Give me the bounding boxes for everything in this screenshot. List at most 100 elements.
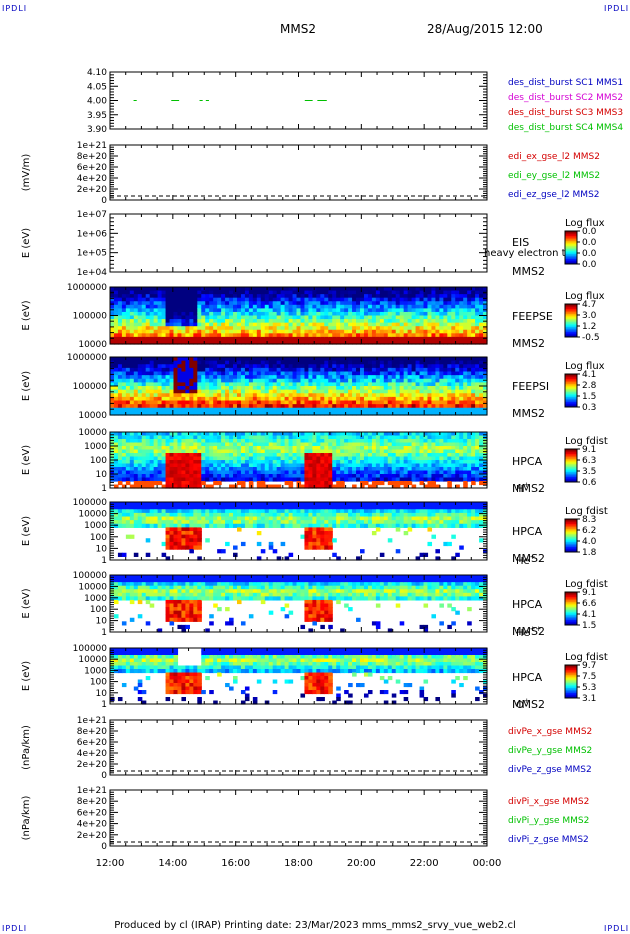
spectrogram-cell: [137, 329, 143, 334]
spectrogram-cell: [423, 396, 429, 402]
spectrogram-cell: [352, 360, 357, 365]
spectrogram-cell: [284, 287, 290, 292]
spectrogram-cell: [240, 449, 246, 454]
spectrogram-cell: [467, 453, 472, 458]
spectrogram-cell: [379, 460, 385, 465]
spectrogram-cell: [387, 297, 393, 302]
spectrogram-cell: [455, 287, 460, 292]
spectrogram-cell: [475, 435, 480, 440]
spectrogram-cell: [137, 301, 143, 306]
spectrogram-cell: [379, 467, 385, 472]
spectrogram-cell: [129, 326, 135, 331]
spectrogram-cell: [403, 453, 409, 458]
spectrogram-cell: [181, 378, 186, 383]
spectrogram-cell: [316, 400, 321, 405]
spectrogram-cell: [336, 456, 341, 461]
spectrogram-cell: [185, 287, 190, 292]
spectrogram-cell: [205, 308, 210, 313]
spectrogram-cell: [256, 294, 262, 299]
spectrogram-cell: [205, 393, 210, 398]
spectrogram-cell: [165, 439, 171, 444]
spectrogram-cell: [395, 404, 401, 409]
spectrogram-cell: [129, 322, 135, 327]
spectrogram-cell: [201, 290, 206, 295]
spectrogram-cell: [125, 442, 131, 447]
spectrogram-cell: [252, 463, 258, 468]
spectrogram-cell: [399, 474, 405, 479]
spectrogram-cell: [407, 439, 413, 444]
spectrogram-cell: [395, 456, 401, 461]
colorbar-step: [565, 304, 577, 307]
spectrogram-cell: [205, 470, 210, 475]
colorbar-step: [565, 244, 577, 247]
spectrogram-cell: [332, 360, 337, 365]
spectrogram-cell: [165, 527, 171, 532]
spectrogram-cell: [288, 311, 294, 317]
spectrogram-cell: [419, 319, 425, 324]
spectrogram-cell: [340, 386, 345, 391]
spectrogram-cell: [181, 393, 186, 398]
spectrogram-cell: [260, 411, 266, 416]
spectrogram-cell: [387, 477, 393, 482]
spectrogram-cell: [467, 382, 472, 387]
spectrogram-cell: [360, 360, 365, 365]
panel-1-ytick-label: 0: [101, 196, 107, 206]
spectrogram-cell: [391, 442, 397, 447]
spectrogram-cell: [244, 453, 250, 458]
spectrogram-cell: [177, 326, 183, 331]
spectrogram-cell: [367, 382, 373, 387]
spectrogram-cell: [320, 432, 325, 437]
spectrogram-cell: [447, 319, 452, 324]
spectrogram-cell: [415, 442, 421, 447]
spectrogram-cell: [189, 484, 194, 489]
spectrogram-cell: [256, 382, 262, 387]
spectrogram-cell: [141, 463, 147, 468]
spectrogram-cell: [113, 474, 119, 479]
spectrogram-cell: [165, 304, 171, 309]
spectrogram-cell: [407, 311, 413, 317]
spectrogram-cell: [367, 400, 373, 405]
spectrogram-cell: [252, 439, 258, 444]
spectrogram-cell: [201, 322, 206, 327]
spectrogram-cell: [213, 297, 218, 302]
spectrogram-cell: [415, 470, 421, 475]
spectrogram-cell: [375, 439, 381, 444]
spectrogram-cell: [248, 477, 254, 482]
spectrogram-cell: [165, 516, 171, 521]
spectrogram-cell: [411, 442, 417, 447]
spectrogram-cell: [133, 297, 139, 302]
spectrogram-cell: [423, 297, 429, 302]
spectrogram-cell: [181, 290, 186, 295]
panel-5-colorbar: [564, 448, 578, 483]
spectrogram-cell: [221, 453, 226, 458]
spectrogram-cell: [185, 340, 190, 345]
spectrogram-cell: [221, 326, 226, 331]
spectrogram-cell: [308, 467, 313, 472]
spectrogram-cell: [213, 481, 218, 486]
spectrogram-cell: [300, 449, 306, 454]
spectrogram-cell: [415, 322, 421, 327]
spectrogram-cell: [229, 386, 234, 391]
spectrogram-cell: [197, 545, 202, 550]
spectrogram-cell: [344, 432, 349, 437]
spectrogram-cell: [157, 477, 163, 482]
panel-2-instrument-label: EIS: [512, 236, 529, 249]
spectrogram-cell: [284, 404, 290, 409]
spectrogram-cell: [431, 329, 437, 334]
spectrogram-cell: [447, 477, 452, 482]
colorbar-step: [565, 388, 577, 391]
spectrogram-cell: [483, 315, 488, 320]
spectrogram-cell: [483, 322, 488, 327]
spectrogram-cell: [240, 509, 246, 514]
spectrogram-cell: [356, 404, 361, 409]
spectrogram-cell: [149, 304, 155, 309]
spectrogram-cell: [229, 389, 234, 394]
spectrogram-cell: [483, 411, 488, 416]
spectrogram-cell: [268, 467, 274, 472]
spectrogram-cell: [463, 367, 468, 373]
colorbar-step: [565, 387, 577, 390]
spectrogram-cell: [379, 463, 385, 468]
spectrogram-cell: [205, 523, 210, 528]
spectrogram-cell: [272, 446, 278, 451]
spectrogram-cell: [137, 396, 143, 402]
